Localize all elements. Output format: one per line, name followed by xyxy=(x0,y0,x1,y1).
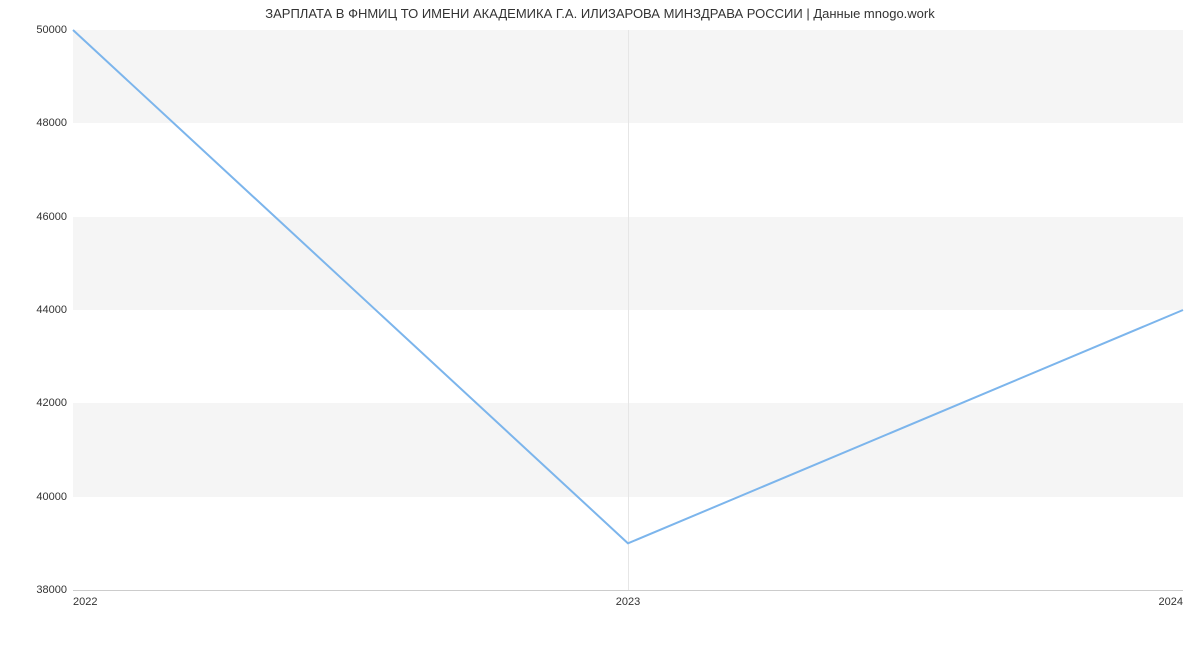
line-layer xyxy=(73,30,1183,590)
y-tick-label: 48000 xyxy=(36,117,67,129)
plot-area: 38000400004200044000460004800050000 2022… xyxy=(73,30,1183,590)
y-tick-label: 42000 xyxy=(36,397,67,409)
y-tick-label: 40000 xyxy=(36,491,67,503)
y-tick-label: 44000 xyxy=(36,304,67,316)
x-axis-line xyxy=(73,590,1183,591)
y-tick-label: 46000 xyxy=(36,211,67,223)
x-tick-label: 2024 xyxy=(1159,596,1183,608)
chart-title: ЗАРПЛАТА В ФНМИЦ ТО ИМЕНИ АКАДЕМИКА Г.А.… xyxy=(0,6,1200,21)
x-tick-label: 2023 xyxy=(616,596,640,608)
salary-line-chart: ЗАРПЛАТА В ФНМИЦ ТО ИМЕНИ АКАДЕМИКА Г.А.… xyxy=(0,0,1200,650)
y-tick-label: 38000 xyxy=(36,584,67,596)
x-tick-label: 2022 xyxy=(73,596,97,608)
y-tick-label: 50000 xyxy=(36,24,67,36)
series-line-salary xyxy=(73,30,1183,543)
